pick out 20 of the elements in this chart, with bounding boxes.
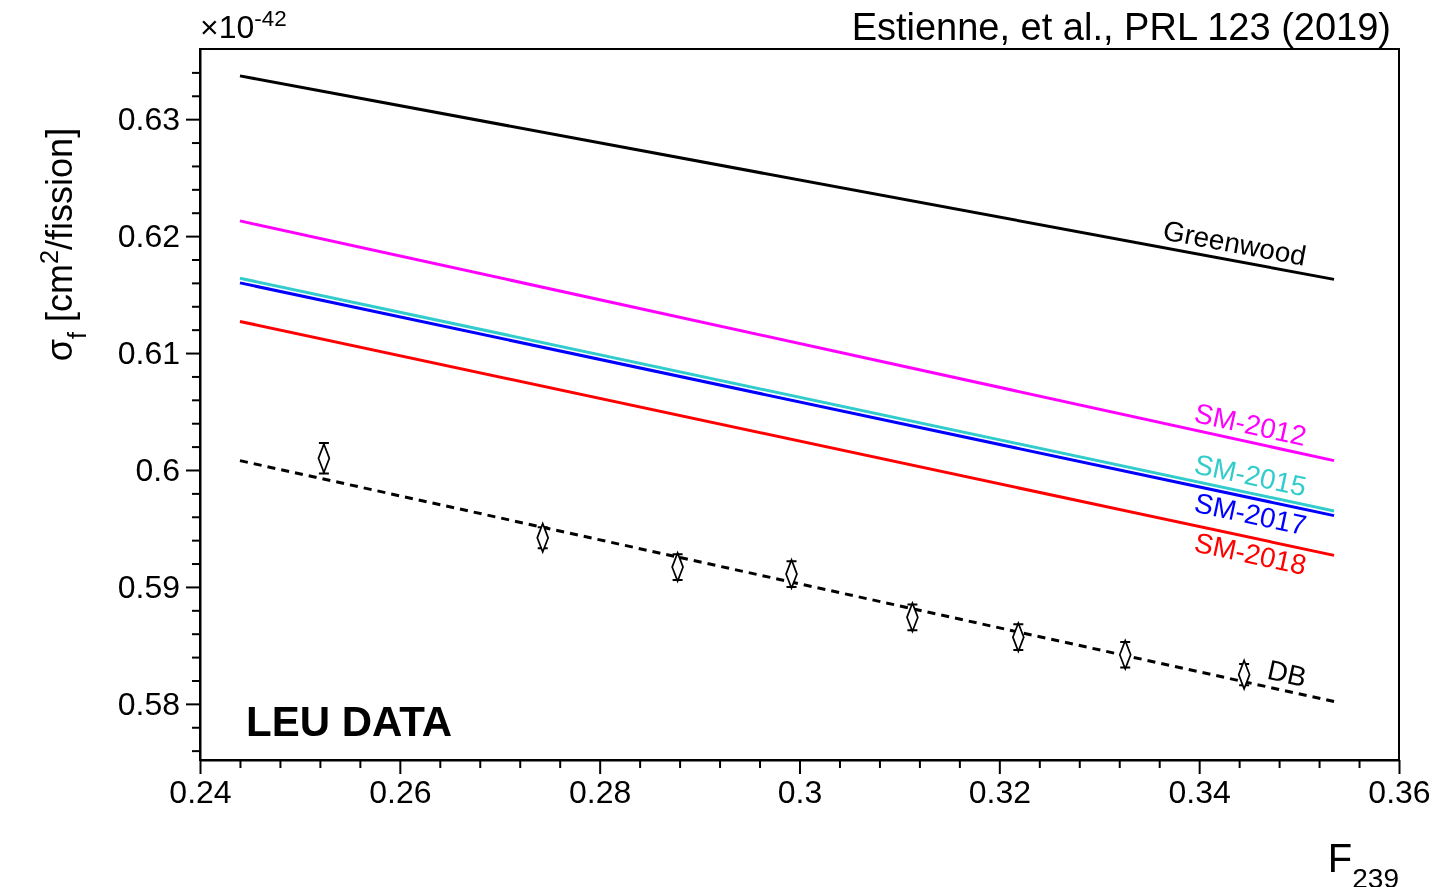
text: SM-2012 [1191, 397, 1310, 452]
x-axis-title: F$_{239}$ [1327, 836, 1399, 887]
y-tick-label: 0.6 [135, 451, 180, 488]
x-tick-label: 0.32 [968, 773, 1031, 810]
text: Estienne, et al., PRL 123 (2019) [851, 6, 1391, 48]
annotation: LEU DATA [246, 698, 453, 745]
text: Greenwood [1160, 214, 1309, 272]
text: ×10$^{-42}$ [200, 5, 287, 45]
text: DB [1264, 654, 1310, 693]
x-tick-label: 0.28 [569, 773, 632, 810]
y-tick-label: 0.58 [117, 685, 180, 722]
y-tick-label: 0.63 [117, 100, 180, 137]
x-tick-label: 0.26 [369, 773, 432, 810]
x-tick-label: 0.36 [1368, 773, 1431, 810]
x-tick-label: 0.3 [777, 773, 823, 810]
y-tick-label: 0.61 [117, 334, 180, 371]
x-tick-label: 0.24 [169, 773, 232, 810]
x-tick-label: 0.34 [1168, 773, 1231, 810]
y-tick-label: 0.62 [117, 217, 180, 254]
y-tick-label: 0.59 [117, 568, 180, 605]
